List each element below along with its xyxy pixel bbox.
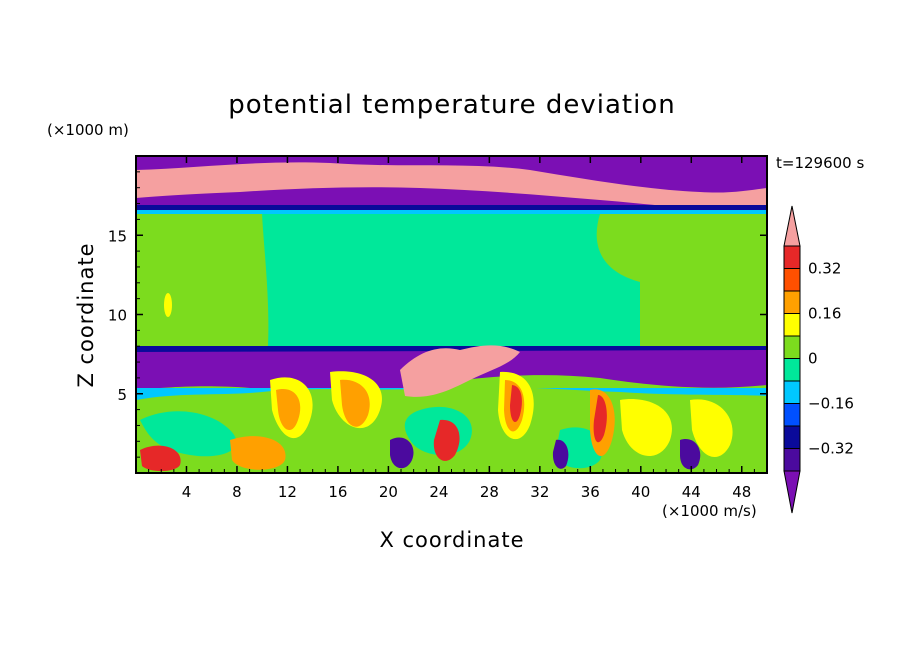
lower-yellow-plumes xyxy=(270,371,733,457)
x-tick-label: 36 xyxy=(581,483,600,501)
x-tick-label: 20 xyxy=(379,483,398,501)
x-axis: 4 8 12 16 20 24 28 32 36 40 44 48 xyxy=(148,156,755,501)
x-tick-label: 44 xyxy=(682,483,701,501)
x-tick-label: 24 xyxy=(429,483,448,501)
x-tick-label: 40 xyxy=(631,483,650,501)
x-tick-label: 4 xyxy=(182,483,192,501)
colorbar-box xyxy=(783,380,801,404)
y-axis: 5 10 15 xyxy=(108,171,767,458)
y-unit-label: (×1000 m) xyxy=(47,121,129,139)
y-axis-label: Z coordinate xyxy=(74,242,98,387)
upper-layer-teal xyxy=(262,214,640,346)
time-label: t=129600 s xyxy=(776,154,864,172)
yellow-patch xyxy=(164,293,172,317)
y-tick-label: 10 xyxy=(108,307,127,325)
colorbar-box xyxy=(783,425,801,449)
x-axis-label: X coordinate xyxy=(379,528,524,552)
x-tick-label: 16 xyxy=(328,483,347,501)
chart-title: potential temperature deviation xyxy=(228,90,675,120)
top-pink-streak xyxy=(136,162,767,215)
colorbar-extend-low xyxy=(783,470,801,514)
colorbar-box xyxy=(783,403,801,427)
colorbar-box xyxy=(783,268,801,292)
colorbar-tick-label: −0.32 xyxy=(808,440,854,458)
x-tick-label: 12 xyxy=(278,483,297,501)
colorbar-tick-label: 0.16 xyxy=(808,305,841,323)
lower-teal-waves xyxy=(140,406,603,469)
colorbar-tick-label: 0 xyxy=(808,350,818,368)
colorbar-box xyxy=(783,245,801,269)
y-tick-label: 15 xyxy=(108,227,127,245)
y-tick-label: 5 xyxy=(117,386,127,404)
x-tick-label: 28 xyxy=(480,483,499,501)
colorbar-box xyxy=(783,358,801,382)
x-tick-label: 48 xyxy=(732,483,751,501)
contour-field xyxy=(136,156,767,473)
colorbar-box xyxy=(783,313,801,337)
x-unit-label: (×1000 m/s) xyxy=(662,502,757,520)
lower-pink-cap xyxy=(400,345,520,397)
tropopause-cyan-line xyxy=(136,210,767,214)
tropopause-blue-line xyxy=(136,205,767,211)
x-tick-label: 32 xyxy=(530,483,549,501)
x-tick-label: 8 xyxy=(232,483,242,501)
colorbar-box xyxy=(783,290,801,314)
colorbar-tick-label: 0.32 xyxy=(808,260,841,278)
colorbar: 0.32 0.16 0 −0.16 −0.32 xyxy=(783,205,854,514)
colorbar-box xyxy=(783,448,801,472)
colorbar-tick-label: −0.16 xyxy=(808,395,854,413)
colorbar-extend-high xyxy=(783,205,801,247)
colorbar-box xyxy=(783,335,801,359)
